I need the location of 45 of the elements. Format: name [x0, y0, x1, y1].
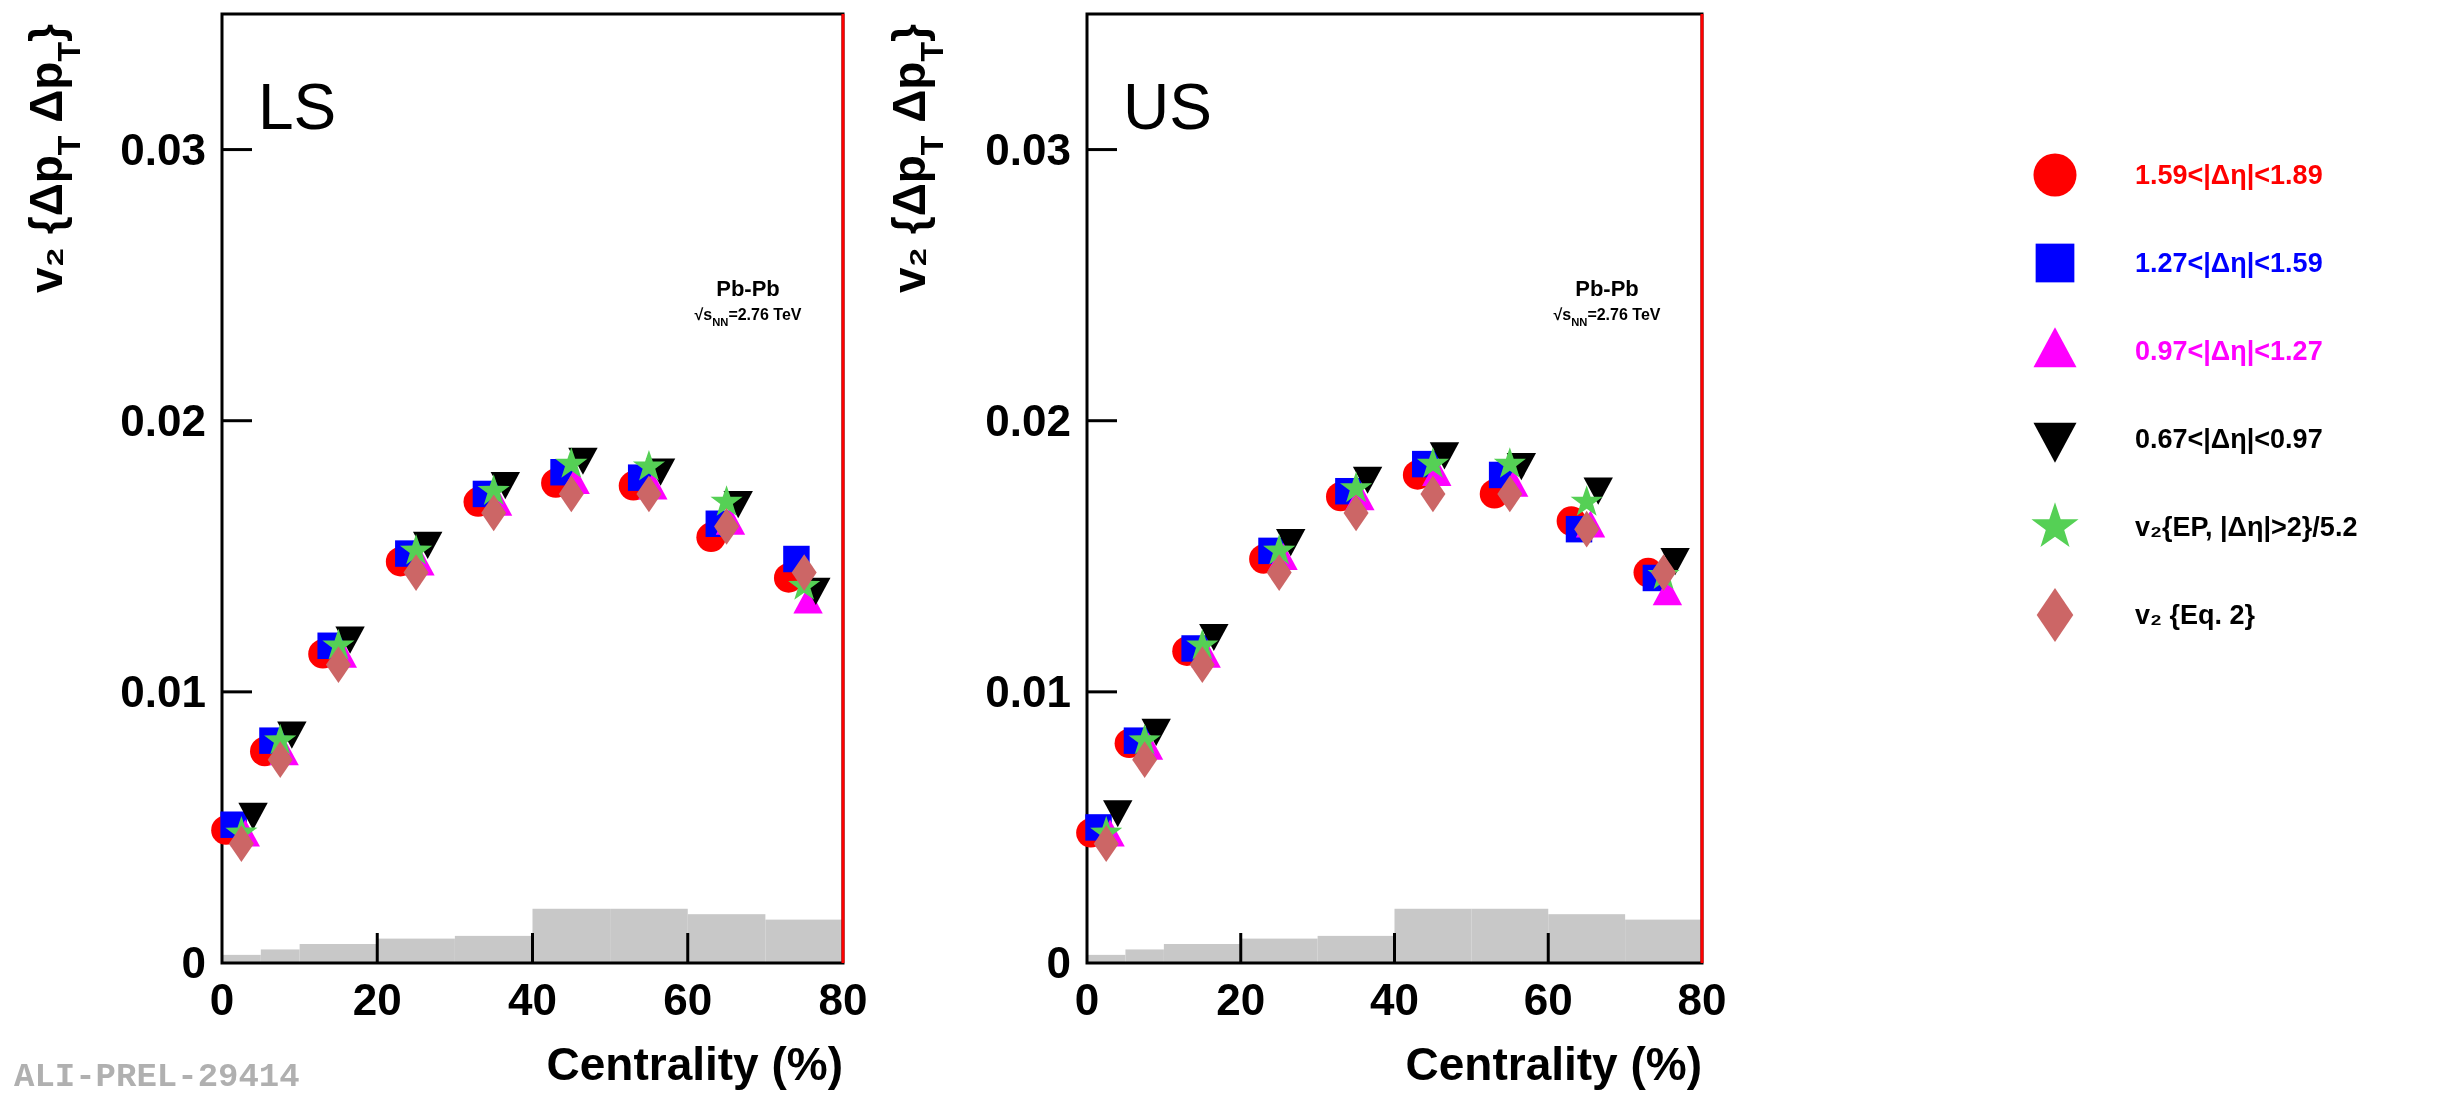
x-axis-title: Centrality (%) — [546, 1038, 843, 1090]
x-tick-label: 80 — [818, 975, 868, 1024]
annotation: LS — [258, 71, 337, 143]
x-axis-title: Centrality (%) — [1405, 1038, 1702, 1090]
annotation: Pb-Pb — [716, 276, 780, 301]
x-tick-label: 20 — [352, 975, 402, 1024]
x-tick-label: 60 — [663, 975, 713, 1024]
legend-label: 0.97<|Δη|<1.27 — [2135, 336, 2323, 367]
x-tick-label: 40 — [508, 975, 557, 1024]
y-tick-label: 0.02 — [985, 396, 1071, 446]
y-tick-label: 0.01 — [120, 667, 206, 717]
point — [710, 485, 743, 516]
point — [714, 508, 740, 545]
point — [399, 533, 433, 565]
point — [791, 554, 817, 591]
point — [1266, 554, 1292, 591]
legend-label: v₂{EP, |Δη|>2}/5.2 — [2135, 512, 2358, 543]
y-tick-label: 0.03 — [120, 124, 206, 174]
x-tick-label: 60 — [1523, 975, 1573, 1024]
point — [1493, 447, 1526, 478]
legend-label: 0.67<|Δη|<0.97 — [2135, 424, 2323, 455]
legend-label: v₂ {Eq. 2} — [2135, 600, 2256, 631]
point — [403, 554, 429, 591]
legend-label: 1.59<|Δη|<1.89 — [2135, 160, 2323, 191]
point — [555, 447, 588, 478]
point — [632, 449, 666, 481]
y-tick-label: 0.01 — [985, 667, 1071, 717]
point — [1263, 533, 1296, 565]
y-tick-label: 0 — [181, 938, 206, 988]
x-tick-label: 80 — [1677, 975, 1727, 1024]
point — [1570, 485, 1603, 516]
y-tick-label: 0.02 — [120, 396, 206, 446]
annotation: US — [1123, 71, 1212, 143]
y-tick-label: 0 — [1046, 938, 1071, 988]
annotation: √s$_{NN}$=2.76 TeV — [694, 306, 802, 328]
text: ALI-PREL-29414 — [14, 1058, 300, 1096]
point — [1416, 447, 1450, 478]
y-tick-label: 0.03 — [985, 124, 1071, 174]
x-tick-label: 40 — [1370, 975, 1419, 1024]
point — [1339, 471, 1373, 503]
annotation: √s$_{NN}$=2.76 TeV — [1553, 306, 1661, 328]
annotation: Pb-Pb — [1575, 276, 1639, 301]
point — [477, 474, 510, 505]
legend-label: 1.27<|Δη|<1.59 — [2135, 248, 2323, 279]
x-tick-label: 20 — [1216, 975, 1266, 1024]
